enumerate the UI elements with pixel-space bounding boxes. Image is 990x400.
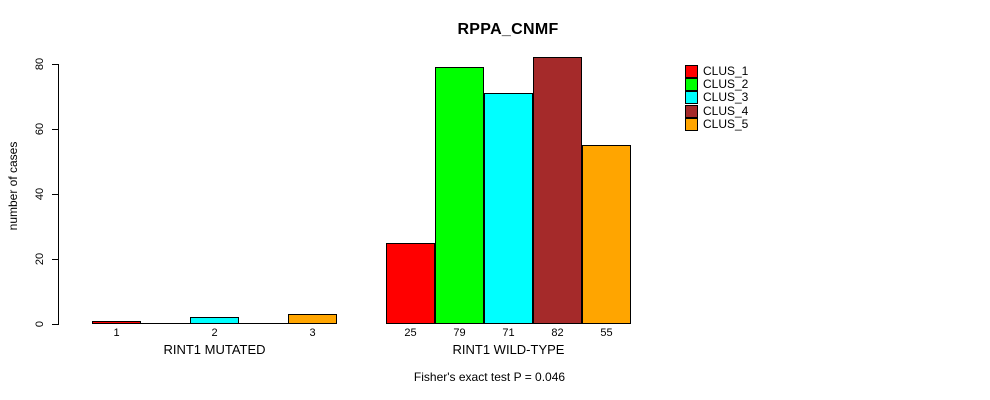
legend-swatch-clus-3 [685,91,698,105]
y-tick-label: 40 [34,187,46,201]
legend-item-label: CLUS_4 [703,103,749,118]
y-tick [52,324,58,325]
legend-item-label: CLUS_2 [703,77,749,92]
y-tick [52,194,58,195]
y-tick-label: 20 [34,252,46,266]
bar-value-label: 1 [113,327,120,339]
y-tick-label: 0 [34,320,46,328]
bar-clus-5-group2 [582,145,631,324]
bar-clus-3-group1 [190,317,239,324]
legend: CLUS_1 CLUS_2 CLUS_3 CLUS_4 CLUS_5 [685,65,748,131]
bar-value-label: 71 [502,327,515,339]
bar-value-label: 25 [404,327,417,339]
legend-swatch-clus-1 [685,65,698,79]
legend-swatch-clus-2 [685,78,698,92]
bar-clus-1-group1 [92,321,141,324]
x-group-label: RINT1 WILD-TYPE [452,342,565,357]
legend-item-label: CLUS_5 [703,116,749,131]
y-tick [52,129,58,130]
legend-item-label: CLUS_3 [703,90,749,105]
legend-swatch-clus-5 [685,117,698,131]
bar-value-label: 82 [551,327,564,339]
bar-value-label: 3 [309,327,316,339]
y-tick [52,64,58,65]
legend-item: CLUS_5 [685,116,749,131]
y-tick-label: 80 [34,57,46,71]
bar-clus-1-group2 [386,243,435,324]
bar-value-label: 2 [211,327,218,339]
legend-item: CLUS_2 [685,77,749,92]
bar-clus-4-group1-zero [239,323,288,324]
fisher-test-note: Fisher's exact test P = 0.046 [413,370,566,384]
legend-item-label: CLUS_1 [703,64,749,79]
bar-clus-3-group2 [484,93,533,324]
legend-item: CLUS_3 [685,90,749,105]
legend-item: CLUS_4 [685,103,749,118]
y-axis-line [58,64,59,325]
legend-swatch-clus-4 [685,104,698,118]
x-group-label: RINT1 MUTATED [163,342,266,357]
y-tick-label: 60 [34,122,46,136]
chart-title: RPPA_CNMF [457,21,559,38]
bar-clus-4-group2 [533,57,582,324]
bar-clus-2-group1-zero [141,323,190,324]
bar-clus-5-group1 [288,314,337,324]
bar-value-label: 79 [453,327,466,339]
y-tick [52,259,58,260]
bar-value-label: 55 [600,327,613,339]
bar-clus-2-group2 [435,67,484,324]
legend-item: CLUS_1 [685,64,749,79]
